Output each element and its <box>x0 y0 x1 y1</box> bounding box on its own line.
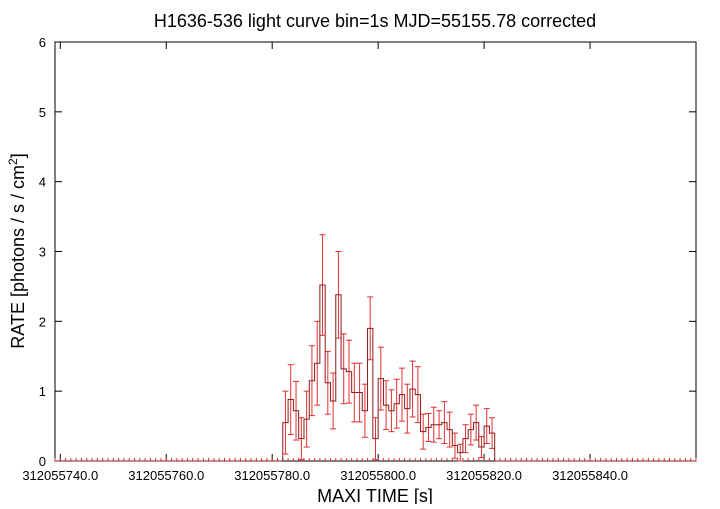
y-tick-label: 4 <box>39 175 46 190</box>
chart-title: H1636-536 light curve bin=1s MJD=55155.7… <box>154 11 596 31</box>
x-tick-label: 312055760.0 <box>128 468 204 483</box>
plot-frame <box>54 41 697 462</box>
x-axis-ticks: 312055740.0 312055760.0 312055780.0 3120558… <box>22 42 628 483</box>
y-tick-label: 0 <box>39 454 46 469</box>
error-bars <box>282 234 496 462</box>
y-tick-label: 3 <box>39 245 46 260</box>
y-axis-label-sup: 2 <box>6 158 20 165</box>
x-tick-label: 312055780.0 <box>234 468 310 483</box>
x-tick-label: 312055820.0 <box>446 468 522 483</box>
y-tick-label: 1 <box>39 384 46 399</box>
y-tick-label: 5 <box>39 105 46 120</box>
y-axis-ticks: 0 1 2 3 4 5 6 <box>39 35 696 469</box>
y-axis-label-main: RATE [photons / s / cm <box>8 165 28 349</box>
x-axis-label: MAXI TIME [s] <box>317 486 433 504</box>
y-axis-label-end: ] <box>8 153 28 158</box>
rate-series-line <box>55 284 696 462</box>
x-tick-label: 312055800.0 <box>340 468 416 483</box>
y-tick-label: 6 <box>39 35 46 50</box>
y-tick-label: 2 <box>39 314 46 329</box>
x-tick-label: 312055740.0 <box>22 468 98 483</box>
y-axis-label: RATE [photons / s / cm2] <box>6 153 28 348</box>
x-tick-label: 312055840.0 <box>552 468 628 483</box>
